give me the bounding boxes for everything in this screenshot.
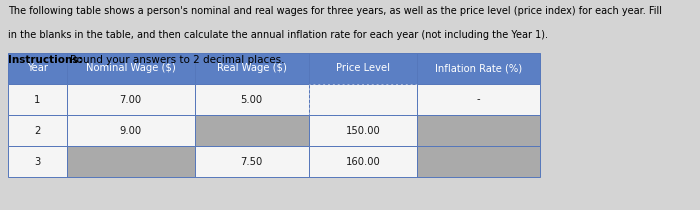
Text: The following table shows a person's nominal and real wages for three years, as : The following table shows a person's nom… xyxy=(8,6,662,16)
Text: 1: 1 xyxy=(34,94,41,105)
Bar xyxy=(66,84,195,115)
Text: 5.00: 5.00 xyxy=(241,94,262,105)
Text: Instructions:: Instructions: xyxy=(8,55,87,65)
Bar xyxy=(8,146,66,177)
Bar xyxy=(8,84,66,115)
Text: 2: 2 xyxy=(34,126,41,136)
Bar xyxy=(8,53,66,84)
Bar xyxy=(195,146,309,177)
Text: Inflation Rate (%): Inflation Rate (%) xyxy=(435,63,522,73)
Bar xyxy=(309,115,417,146)
Bar xyxy=(66,146,195,177)
Text: Round your answers to 2 decimal places.: Round your answers to 2 decimal places. xyxy=(70,55,284,65)
Bar xyxy=(195,84,309,115)
Bar xyxy=(417,84,540,115)
Text: in the blanks in the table, and then calculate the annual inflation rate for eac: in the blanks in the table, and then cal… xyxy=(8,30,548,41)
Text: 150.00: 150.00 xyxy=(346,126,380,136)
Bar xyxy=(195,53,309,84)
Text: 7.50: 7.50 xyxy=(241,157,262,167)
Bar xyxy=(309,53,417,84)
Bar xyxy=(66,53,195,84)
Text: 7.00: 7.00 xyxy=(120,94,141,105)
Bar xyxy=(417,53,540,84)
Bar xyxy=(309,84,417,115)
Bar xyxy=(417,115,540,146)
Bar xyxy=(66,115,195,146)
Text: Price Level: Price Level xyxy=(336,63,390,73)
Text: -: - xyxy=(477,94,480,105)
Text: 3: 3 xyxy=(34,157,41,167)
Bar xyxy=(417,146,540,177)
Bar xyxy=(8,115,66,146)
Text: 160.00: 160.00 xyxy=(346,157,380,167)
Bar xyxy=(195,115,309,146)
Text: 9.00: 9.00 xyxy=(120,126,141,136)
Bar xyxy=(309,146,417,177)
Text: Nominal Wage ($): Nominal Wage ($) xyxy=(85,63,176,73)
Text: Real Wage ($): Real Wage ($) xyxy=(217,63,286,73)
Text: Year: Year xyxy=(27,63,48,73)
